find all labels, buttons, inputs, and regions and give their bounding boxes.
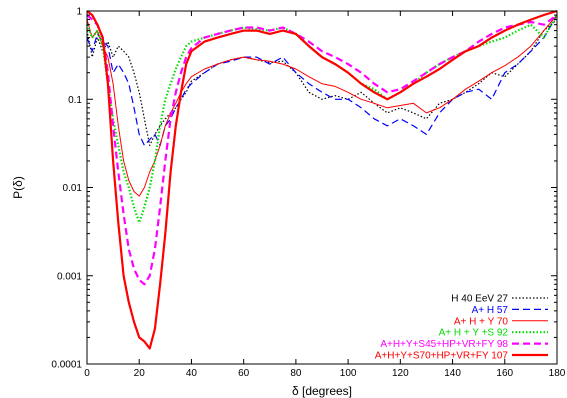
legend-label: A+ H 57	[472, 305, 509, 316]
x-axis-label: δ [degrees]	[292, 384, 352, 398]
x-tick-label: 100	[340, 368, 357, 379]
legend-label: H 40 EeV 27	[451, 294, 508, 305]
y-tick-label: 0.01	[63, 183, 83, 194]
x-tick-label: 40	[186, 368, 198, 379]
x-tick-label: 180	[549, 368, 566, 379]
legend-label: A+H+Y+S45+HP+VR+FY 98	[380, 339, 508, 350]
series-layer	[85, 9, 558, 350]
x-tick-label: 120	[392, 368, 409, 379]
legend: H 40 EeV 27A+ H 57A+ H + Y 70A+ H + Y +S…	[375, 294, 548, 362]
y-tick-label: 1	[76, 7, 82, 18]
x-tick-label: 60	[238, 368, 250, 379]
series-line-5	[86, 14, 558, 286]
series-line-3	[86, 14, 558, 197]
x-tick-label: 160	[496, 368, 513, 379]
y-tick-label: 0.001	[57, 271, 82, 282]
x-tick-label: 20	[134, 368, 146, 379]
y-axis-label: P(δ)	[11, 176, 25, 199]
axes-layer: 0 20 40 60 80 100 120 140 160 180 0.0001 0.001 0.01 0…	[11, 7, 566, 398]
series-line-1	[86, 19, 558, 146]
legend-label: A+H+Y+S70+HP+VR+FY 107	[375, 351, 509, 362]
series-line-2	[86, 14, 558, 146]
y-tick-label: 0.1	[68, 95, 82, 106]
series-line-4	[85, 14, 558, 224]
x-tick-label: 80	[290, 368, 302, 379]
legend-label: A+ H + Y +S 92	[439, 328, 509, 339]
x-tick-label: 0	[84, 368, 90, 379]
legend-label: A+ H + Y 70	[454, 316, 509, 327]
x-tick-label: 140	[444, 368, 461, 379]
series-line-6	[86, 9, 558, 350]
y-tick-label: 0.0001	[51, 360, 82, 371]
